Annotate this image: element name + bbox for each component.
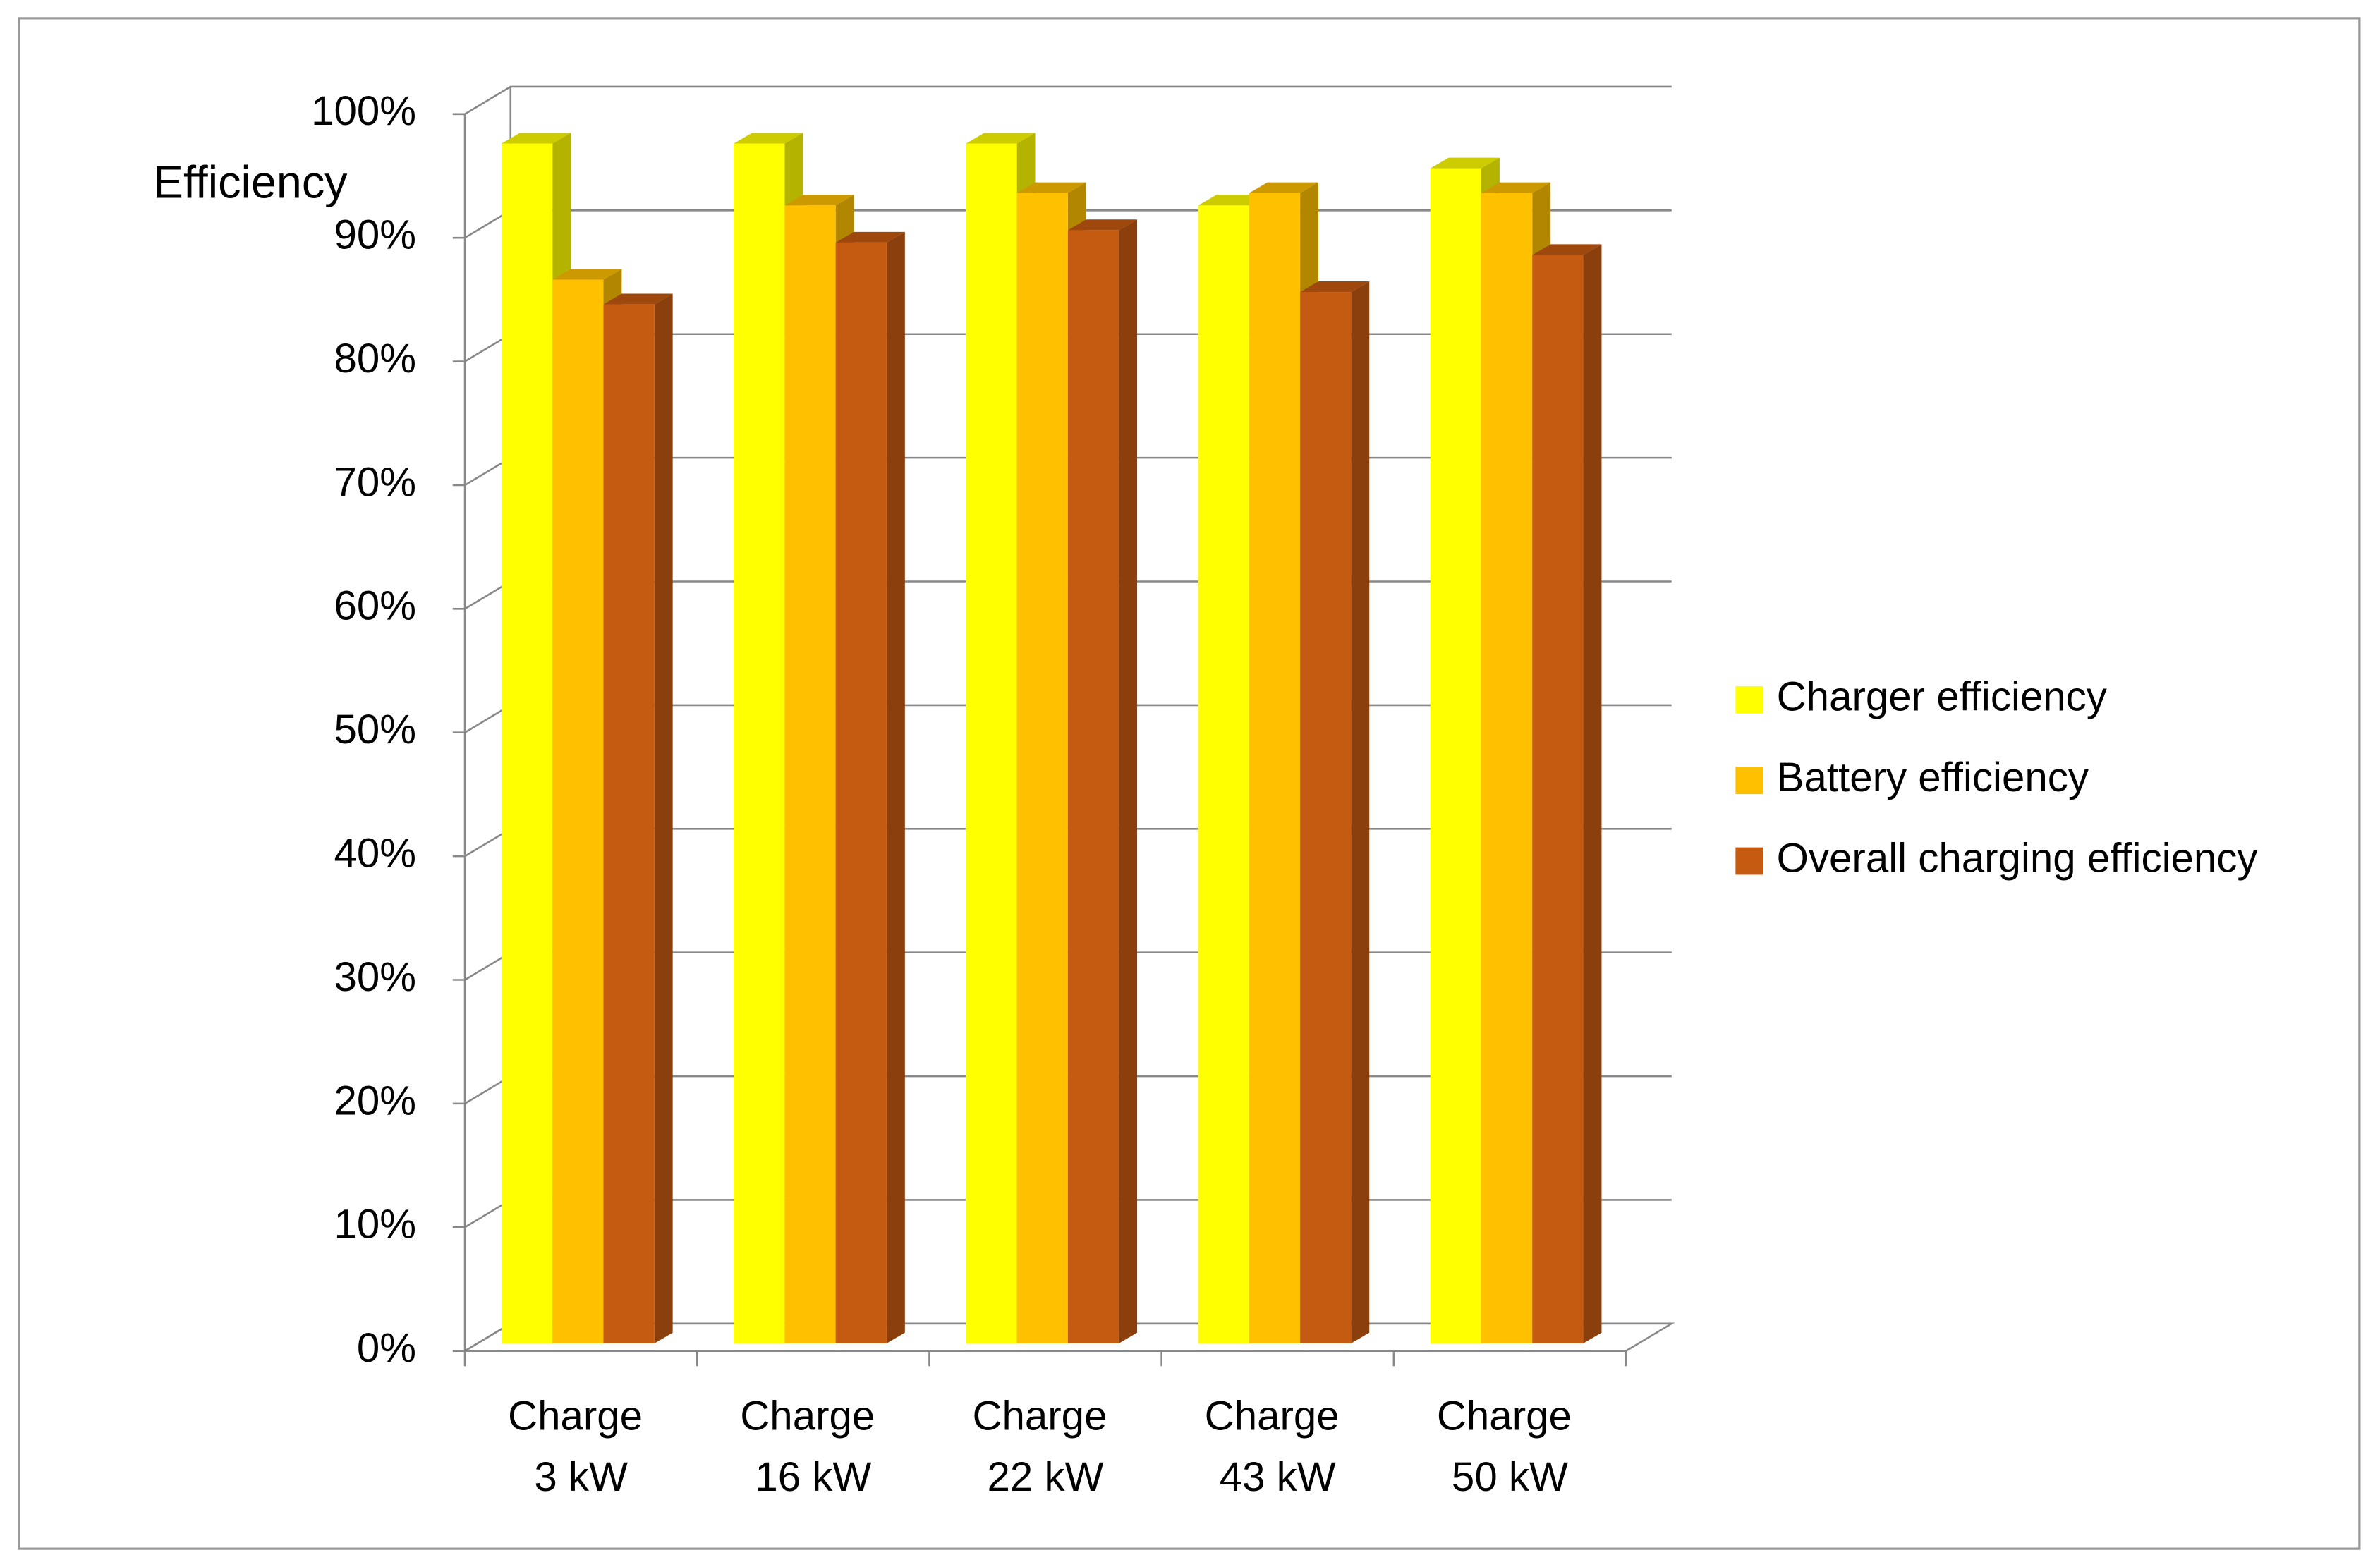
legend-label: Charger efficiency [1777,674,2107,720]
y-tick-label: 60% [334,583,416,629]
x-tick-label-line: 3 kW [534,1454,628,1500]
bar-top [501,133,571,144]
bar [603,304,655,1343]
legend-swatch [1735,685,1763,714]
bar [734,143,785,1343]
x-tick-label-line: Charge [972,1394,1118,1439]
bar-top [1300,281,1370,293]
x-tick-label: Charge 50 kW [1437,1394,1583,1500]
bar [1300,292,1352,1343]
bar [1198,205,1249,1343]
bar [501,143,553,1343]
bar-top [552,269,622,280]
bar-side [654,293,673,1343]
x-tick-label-line: 43 kW [1220,1454,1336,1500]
x-tick-label: Charge 16 kW [740,1394,886,1500]
legend-label: Battery efficiency [1777,755,2089,800]
y-tick-label: 70% [334,459,416,505]
bar-top [1430,157,1500,169]
bar [1067,230,1119,1343]
x-tick-label-line: Charge [508,1394,654,1439]
y-tick-label: 80% [334,336,416,382]
bar-top [734,133,803,144]
bar-top [784,195,854,206]
bar-top [1016,182,1086,193]
bar [784,205,836,1343]
bar-top [1481,182,1551,193]
y-tick-label: 30% [334,954,416,1000]
x-tick-label-line: Charge [740,1394,886,1439]
y-tick-label: 100% [311,88,416,134]
x-tick-label-line: Charge [1437,1394,1583,1439]
bar [1532,255,1584,1343]
bar [1249,193,1301,1343]
bar [1430,168,1482,1343]
x-tick-label-line: 22 kW [988,1454,1104,1500]
bar-side [1119,219,1138,1343]
legend-label: Overall charging efficiency [1777,835,2258,881]
y-tick-label: 0% [357,1325,416,1371]
bar-side [1583,244,1602,1343]
y-tick-label: 40% [334,831,416,877]
chart-border [18,17,2361,1550]
grid-line [464,85,1672,115]
y-axis-label: Efficiency [153,156,348,207]
x-tick-label-line: Charge [1205,1394,1351,1439]
bar [1016,193,1068,1343]
bar-side [1351,281,1370,1343]
bar-top [1532,244,1602,255]
bar [966,143,1017,1343]
bar-top [1067,219,1138,231]
bar-top [966,133,1036,144]
legend-swatch [1735,767,1763,795]
x-tick-label: Charge 3 kW [508,1394,654,1500]
x-tick-label-line: 50 kW [1452,1454,1568,1500]
y-tick-label: 50% [334,707,416,752]
bar [1481,193,1533,1343]
bar [835,242,887,1343]
bar-top [835,231,905,243]
bar-top [603,293,673,305]
bar-side [886,231,905,1343]
x-tick-label-line: 16 kW [755,1454,871,1500]
bar-top [1249,182,1318,193]
y-tick-label: 20% [334,1078,416,1123]
x-tick-label: Charge 43 kW [1205,1394,1351,1500]
y-tick-label: 10% [334,1202,416,1248]
bar [552,279,604,1343]
y-tick-label: 90% [334,212,416,258]
legend-swatch [1735,847,1763,875]
x-tick-label: Charge 22 kW [972,1394,1118,1500]
